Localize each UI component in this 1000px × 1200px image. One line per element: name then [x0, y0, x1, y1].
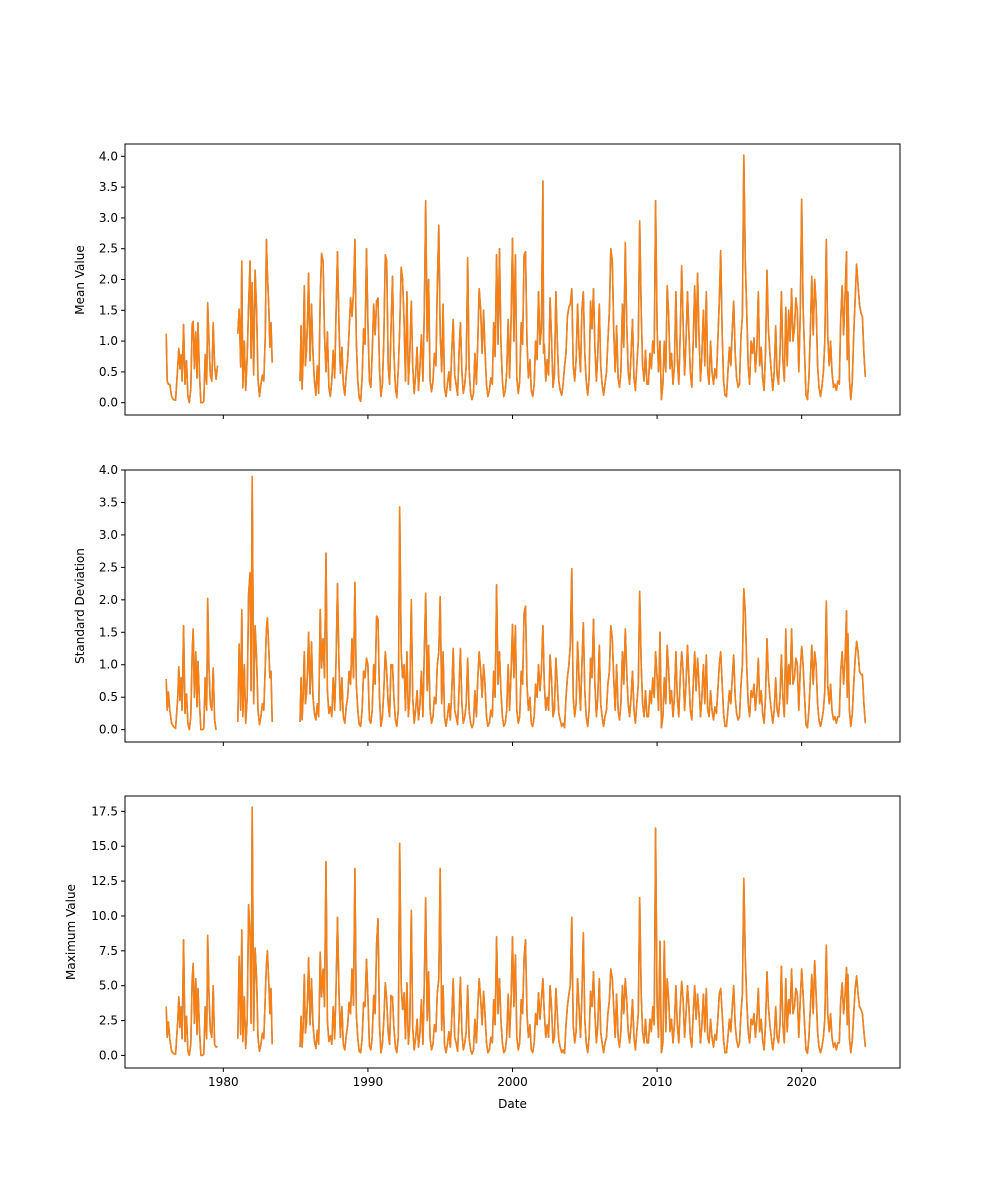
- ylabel-max: Maximum Value: [64, 884, 78, 980]
- xtick-label-max: 1980: [208, 1075, 239, 1089]
- ytick-label-mean: 1.0: [99, 334, 118, 348]
- ytick-label-max: 0.0: [99, 1048, 118, 1062]
- ytick-label-mean: 3.0: [99, 211, 118, 225]
- xtick-label-max: 2020: [786, 1075, 817, 1089]
- xlabel-date: Date: [498, 1097, 527, 1111]
- ytick-label-mean: 0.0: [99, 396, 118, 410]
- ytick-label-std: 0.5: [99, 690, 118, 704]
- ytick-label-mean: 0.5: [99, 365, 118, 379]
- ytick-label-max: 17.5: [91, 804, 118, 818]
- ytick-label-max: 15.0: [91, 839, 118, 853]
- ytick-label-mean: 2.0: [99, 273, 118, 287]
- ytick-label-max: 7.5: [99, 944, 118, 958]
- ytick-label-std: 1.0: [99, 658, 118, 672]
- xtick-label-max: 1990: [353, 1075, 384, 1089]
- ytick-label-mean: 3.5: [99, 180, 118, 194]
- series-line-std-0: [165, 475, 867, 731]
- ytick-label-mean: 4.0: [99, 149, 118, 163]
- ytick-label-max: 5.0: [99, 979, 118, 993]
- ytick-label-max: 12.5: [91, 874, 118, 888]
- ytick-label-std: 2.0: [99, 593, 118, 607]
- ytick-label-std: 3.5: [99, 495, 118, 509]
- ytick-label-std: 1.5: [99, 625, 118, 639]
- panel-std: Standard Deviation 0.0 0.5 1.0 1.5 2.0 2.5 3.0…: [73, 463, 901, 746]
- series-line-mean-0: [165, 154, 867, 404]
- ylabel-mean: Mean Value: [73, 245, 87, 314]
- ylabel-std: Standard Deviation: [73, 548, 87, 664]
- ytick-label-std: 0.0: [99, 723, 118, 737]
- ytick-label-mean: 1.5: [99, 303, 118, 317]
- ytick-label-max: 10.0: [91, 909, 118, 923]
- panel-mean: Mean Value 0.0 0.5 1.0 1.5 2.0 2.5 3.0 3.5 4.0: [73, 143, 901, 419]
- ytick-label-std: 2.5: [99, 560, 118, 574]
- xtick-label-max: 2010: [642, 1075, 673, 1089]
- panel-max: Maximum Value Date 0.0 2.5 5.0 7.5 10.0 12.5 1…: [64, 795, 901, 1111]
- series-line-max-0: [165, 806, 867, 1057]
- ytick-label-std: 3.0: [99, 528, 118, 542]
- xtick-label-max: 2000: [497, 1075, 528, 1089]
- ytick-label-mean: 2.5: [99, 242, 118, 256]
- ytick-label-max: 2.5: [99, 1014, 118, 1028]
- ytick-label-std: 4.0: [99, 463, 118, 477]
